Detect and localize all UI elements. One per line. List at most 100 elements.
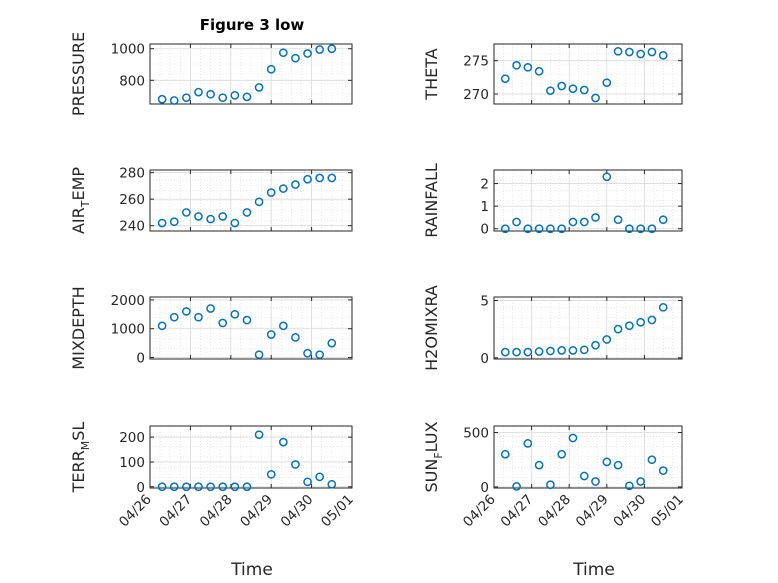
data-point	[218, 318, 228, 328]
data-point	[534, 347, 544, 356]
data-point	[157, 321, 167, 331]
data-point	[579, 471, 589, 481]
data-point	[157, 94, 167, 104]
data-point	[182, 208, 191, 217]
y-axis-label: SUNFLUX	[422, 421, 445, 492]
data-point	[568, 346, 578, 355]
data-point	[327, 44, 337, 54]
x-tick-label: 04/27	[156, 492, 195, 531]
y-tick-label: 0	[136, 480, 145, 496]
data-point	[500, 449, 510, 459]
data-point	[206, 304, 215, 313]
data-point	[315, 173, 325, 183]
data-point	[218, 482, 228, 492]
data-point	[230, 482, 240, 492]
data-point	[194, 482, 203, 492]
data-point	[266, 470, 276, 479]
data-point	[303, 477, 312, 487]
data-point	[206, 214, 215, 224]
x-tick-label: 05/01	[318, 492, 357, 531]
data-point	[658, 466, 668, 475]
y-tick-label: 2000	[111, 293, 145, 309]
data-point	[254, 350, 264, 360]
data-point	[523, 347, 533, 357]
data-point	[315, 45, 325, 54]
data-point	[291, 180, 300, 189]
data-point	[254, 197, 264, 207]
data-point	[315, 350, 325, 360]
data-point	[557, 346, 567, 355]
y-tick-label: 800	[119, 73, 145, 89]
data-point	[512, 482, 521, 491]
x-axis-label-right: Time	[572, 560, 615, 580]
x-tick-label: 05/01	[648, 492, 687, 531]
data-point	[169, 96, 179, 105]
x-tick-label: 04/29	[237, 492, 276, 531]
data-point	[591, 477, 600, 486]
data-point	[242, 482, 252, 492]
data-point	[242, 208, 252, 217]
data-point	[278, 48, 288, 58]
data-point	[169, 482, 179, 492]
y-tick-label: 500	[463, 426, 489, 442]
y-tick-label: 280	[119, 166, 145, 182]
data-point	[266, 188, 276, 197]
data-point	[327, 338, 337, 348]
y-axis-label: MIXDEPTH	[69, 286, 88, 369]
data-point	[194, 87, 203, 97]
axes-box	[149, 43, 353, 105]
data-point	[230, 90, 240, 100]
x-tick-label: 04/29	[573, 492, 612, 531]
figure-title: Figure 3 low	[200, 16, 305, 34]
data-point	[291, 460, 300, 469]
subplot-terr-msl: 0 100 200 04/26 04/27 04/28 04/29 04/30 05/01 TER…	[69, 422, 357, 531]
y-tick-label: 0	[480, 351, 489, 367]
x-tick-label: 04/30	[278, 492, 317, 531]
data-point	[327, 173, 337, 183]
data-point	[218, 212, 228, 221]
data-point	[579, 217, 589, 227]
data-point	[242, 315, 252, 325]
y-tick-label: 275	[463, 54, 489, 70]
data-point	[636, 224, 645, 234]
data-point	[218, 93, 228, 103]
data-point	[534, 460, 544, 470]
y-tick-label: 1000	[111, 42, 145, 58]
y-tick-label: 0	[480, 222, 489, 238]
x-tick-label: 04/27	[498, 492, 537, 531]
y-axis-label: THETA	[422, 48, 441, 100]
data-point	[534, 66, 544, 76]
data-point	[602, 335, 612, 344]
data-point	[512, 217, 521, 227]
data-point	[182, 93, 191, 103]
y-tick-label: 270	[463, 87, 489, 103]
data-point	[636, 49, 645, 59]
data-point	[512, 60, 521, 70]
data-point	[591, 340, 600, 350]
y-axis-label: PRESSURE	[69, 32, 88, 116]
data-point	[568, 433, 578, 443]
data-point	[266, 330, 276, 339]
data-point	[194, 312, 203, 322]
data-point	[303, 174, 312, 184]
data-point	[169, 312, 179, 322]
x-tick-label: 04/28	[197, 492, 236, 531]
subplot-pressure: 800 1000 PRESSURE	[69, 32, 353, 116]
data-point	[254, 83, 264, 92]
data-point	[254, 430, 264, 440]
data-point	[327, 479, 337, 489]
subplot-theta: 270 275 THETA	[422, 43, 683, 105]
data-point	[579, 85, 589, 95]
data-point	[303, 49, 312, 58]
data-point	[523, 62, 533, 72]
data-point	[647, 315, 657, 325]
data-point	[182, 482, 191, 492]
y-tick-label: 5	[480, 293, 489, 309]
subplot-mixdepth: 0 1000 2000 MIXDEPTH	[69, 286, 353, 370]
y-tick-label: 200	[119, 430, 145, 446]
data-point	[591, 213, 600, 222]
data-point	[546, 86, 555, 96]
y-tick-label: 0	[480, 480, 489, 496]
y-axis-label: AIRTEMP	[69, 167, 92, 234]
